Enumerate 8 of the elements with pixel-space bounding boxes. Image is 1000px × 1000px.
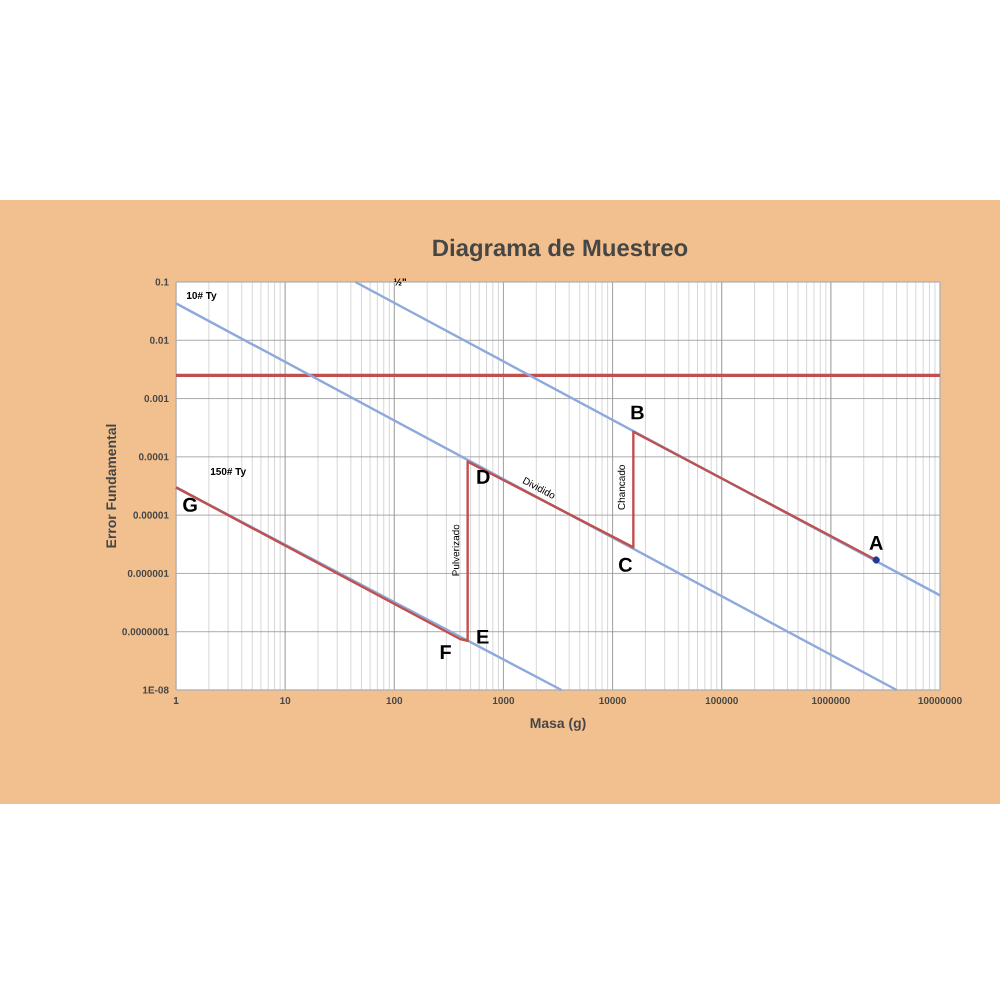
annotation: G [183,497,197,512]
annotation: A [869,535,883,550]
annotation: D [477,469,490,484]
annotation: C [619,557,633,572]
annotation: E [477,629,489,644]
chart-title: Diagrama de Muestreo [433,238,688,262]
annotation: F [440,645,451,660]
annotation: B [631,405,644,420]
